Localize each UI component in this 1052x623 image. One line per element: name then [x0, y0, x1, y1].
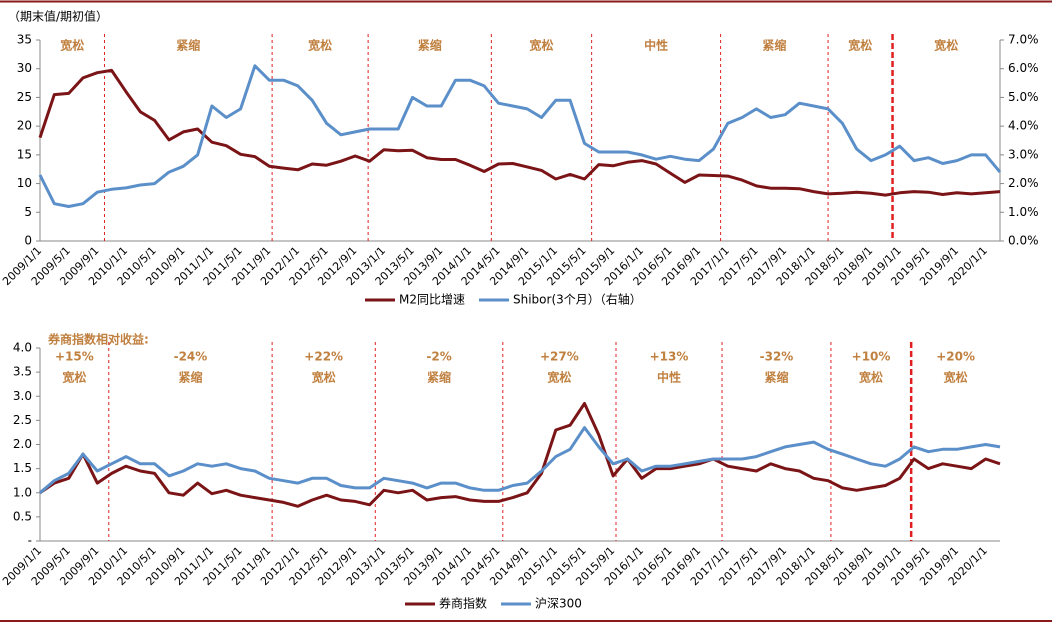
y-tick-label: 10 — [17, 176, 32, 190]
period-label: 紧缩 — [764, 370, 788, 385]
y-tick-label: 5 — [24, 205, 32, 219]
period-return: +13% — [650, 350, 689, 364]
chart-title: 券商指数相对收益: — [47, 332, 149, 347]
series-line — [39, 426, 1001, 494]
period-return: -24% — [174, 350, 208, 364]
legend-label: Shibor(3个月）（右轴） — [513, 292, 642, 307]
period-label: 中性 — [644, 38, 668, 53]
y2-tick-label: 2.0% — [1008, 176, 1039, 190]
period-label: 宽松 — [307, 38, 332, 53]
period-label: 宽松 — [59, 38, 84, 53]
period-return: +27% — [540, 350, 579, 364]
series-line — [39, 402, 1001, 508]
legend-label: M2同比增速 — [399, 293, 465, 307]
y2-tick-label: 0.0% — [1008, 234, 1039, 248]
y-tick-label: 35 — [17, 33, 32, 47]
y-tick-label: 4.0 — [13, 341, 32, 355]
period-label: 宽松 — [943, 370, 968, 385]
period-label: 紧缩 — [762, 38, 786, 53]
y2-tick-label: 6.0% — [1008, 61, 1039, 75]
period-return: +15% — [55, 350, 94, 364]
y-tick-label: 2.5 — [13, 413, 32, 427]
y2-tick-label: 4.0% — [1008, 119, 1039, 133]
y-tick-label: 25 — [17, 90, 32, 104]
y-tick-label: 2.0 — [13, 437, 32, 451]
series-line — [38, 64, 1002, 208]
period-label: 紧缩 — [418, 38, 442, 53]
period-return: +22% — [304, 350, 343, 364]
period-label: 宽松 — [858, 370, 883, 385]
period-label: 中性 — [657, 370, 681, 385]
period-label: 紧缩 — [176, 38, 200, 53]
y-tick-label: 0.5 — [13, 509, 32, 523]
y-tick-label: 3.5 — [13, 365, 32, 379]
period-label: 宽松 — [933, 38, 958, 53]
period-return: -32% — [760, 350, 794, 364]
period-label: 宽松 — [311, 370, 336, 385]
legend-label: 券商指数 — [439, 596, 487, 611]
period-label: 宽松 — [847, 38, 872, 53]
y-tick-label: 1.5 — [13, 461, 32, 475]
series-line — [38, 68, 1001, 197]
period-return: +20% — [936, 350, 975, 364]
period-return: -2% — [426, 350, 451, 364]
legend-label: 沪深300 — [535, 597, 582, 611]
y-tick-label: 20 — [17, 119, 32, 133]
y2-tick-label: 5.0% — [1008, 90, 1039, 104]
y-tick-label: 15 — [17, 147, 32, 161]
period-label: 紧缩 — [178, 370, 202, 385]
y2-tick-label: 3.0% — [1008, 147, 1039, 161]
y-tick-label: 0 — [24, 234, 32, 248]
period-label: 宽松 — [528, 38, 553, 53]
y-axis-label: （期末值/期初值） — [8, 9, 108, 24]
period-label: 宽松 — [546, 370, 571, 385]
y-tick-label: 3.0 — [13, 389, 32, 403]
y2-tick-label: 7.0% — [1008, 33, 1039, 47]
period-return: +10% — [852, 350, 891, 364]
y-tick-label: 1.0 — [13, 485, 32, 499]
y-tick-label: 30 — [17, 61, 32, 75]
y-tick-label: - — [28, 534, 32, 548]
y2-tick-label: 1.0% — [1008, 205, 1039, 219]
period-label: 紧缩 — [427, 370, 451, 385]
period-label: 宽松 — [61, 370, 86, 385]
